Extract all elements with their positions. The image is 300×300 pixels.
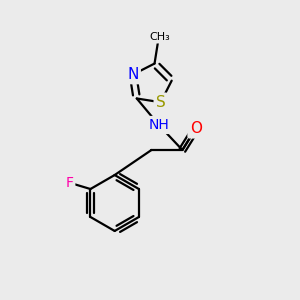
Text: O: O	[190, 121, 202, 136]
Text: S: S	[156, 95, 166, 110]
Text: NH: NH	[148, 118, 169, 132]
Text: N: N	[127, 67, 139, 82]
Text: CH₃: CH₃	[149, 32, 170, 42]
Text: F: F	[65, 176, 73, 190]
